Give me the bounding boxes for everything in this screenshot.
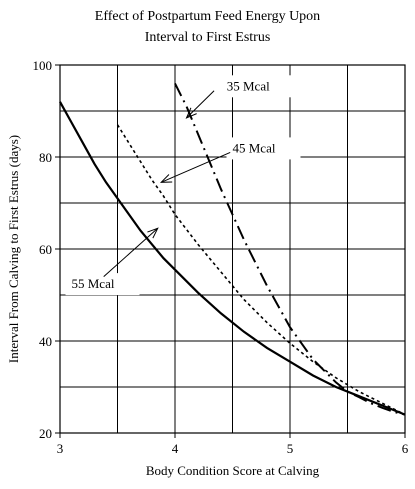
x-tick-label: 6 (402, 441, 409, 456)
y-tick-label: 100 (33, 58, 53, 73)
annotation-label: 35 Mcal (227, 78, 270, 93)
y-tick-label: 20 (39, 426, 52, 441)
y-axis-label: Interval From Calving to First Estrus (d… (6, 135, 21, 363)
y-tick-label: 80 (39, 150, 52, 165)
annotation-box (226, 137, 301, 160)
series-line-55-mcal (59, 101, 406, 416)
annotation-box (65, 273, 140, 296)
annotation-arrow-line (186, 90, 215, 119)
y-tick-label: 40 (39, 334, 52, 349)
annotation-arrow-head (147, 227, 159, 239)
chart-title-line-1: Effect of Postpartum Feed Energy Upon (94, 9, 321, 24)
x-tick-label: 4 (172, 441, 179, 456)
x-tick-label: 3 (57, 441, 64, 456)
series-line-35-mcal (174, 82, 406, 416)
annotation-arrow-line (103, 227, 159, 277)
annotation-label: 45 Mcal (233, 140, 276, 155)
annotation-box (220, 75, 295, 98)
annotation-label: 55 Mcal (72, 276, 115, 291)
x-tick-label: 5 (287, 441, 294, 456)
chart-title-line-2: Interval to First Estrus (144, 30, 271, 45)
annotation-arrow-line (161, 151, 231, 183)
annotation-arrow-head (185, 107, 197, 119)
annotation-arrow-head (159, 174, 173, 183)
y-tick-label: 60 (39, 242, 52, 257)
series-line-45-mcal (116, 124, 406, 416)
x-axis-label: Body Condition Score at Calving (146, 463, 320, 478)
